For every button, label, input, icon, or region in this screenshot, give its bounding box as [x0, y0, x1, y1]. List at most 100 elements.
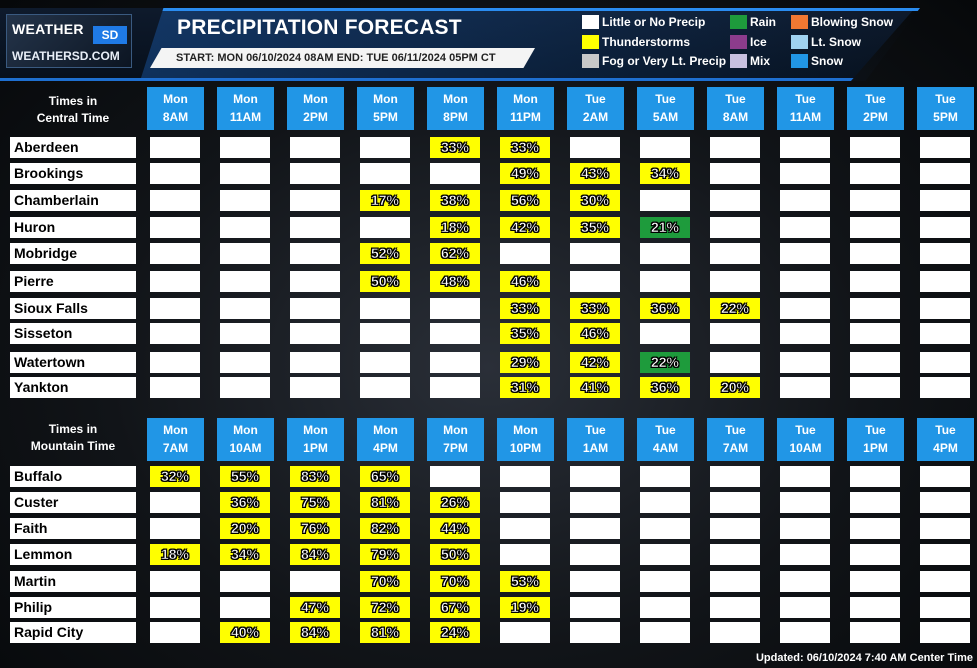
forecast-cell: 20%: [710, 377, 760, 398]
forecast-cell: [780, 466, 830, 487]
forecast-cell: 44%: [430, 518, 480, 539]
forecast-cell: 34%: [640, 163, 690, 184]
forecast-cell: [710, 163, 760, 184]
legend-item: Snow: [791, 53, 843, 69]
forecast-cell: [290, 298, 340, 319]
forecast-cell: [290, 271, 340, 292]
column-day: Mon: [163, 423, 188, 437]
legend-swatch: [730, 35, 747, 49]
legend-swatch: [582, 15, 599, 29]
forecast-cell: 32%: [150, 466, 200, 487]
forecast-cell: 22%: [710, 298, 760, 319]
legend-label: Lt. Snow: [811, 35, 861, 49]
location-label: Huron: [10, 217, 136, 238]
forecast-cell: [150, 243, 200, 264]
column-time: 7AM: [162, 441, 189, 455]
forecast-cell: [220, 377, 270, 398]
location-label: Custer: [10, 492, 136, 513]
forecast-cell: [500, 622, 550, 643]
location-label: Watertown: [10, 352, 136, 373]
forecast-cell: [780, 377, 830, 398]
location-label: Mobridge: [10, 243, 136, 264]
forecast-cell: [850, 190, 900, 211]
page-title: PRECIPITATION FORECAST: [177, 16, 462, 39]
forecast-cell: [780, 597, 830, 618]
column-header: Tue 5AM: [637, 87, 694, 130]
forecast-cell: 36%: [640, 298, 690, 319]
forecast-cell: [150, 163, 200, 184]
forecast-cell: [850, 377, 900, 398]
forecast-cell: [920, 271, 970, 292]
weathersd-logo[interactable]: WEATHER SD WEATHERSD.COM: [6, 14, 132, 68]
forecast-cell: [920, 323, 970, 344]
forecast-cell: 41%: [570, 377, 620, 398]
forecast-cell: [640, 271, 690, 292]
forecast-cell: [850, 163, 900, 184]
location-label: Aberdeen: [10, 137, 136, 158]
forecast-cell: [220, 217, 270, 238]
location-label: Lemmon: [10, 544, 136, 565]
forecast-cell: 75%: [290, 492, 340, 513]
column-time: 5AM: [652, 110, 679, 124]
header-accent: [140, 8, 920, 81]
forecast-cell: [360, 352, 410, 373]
column-day: Tue: [585, 92, 606, 106]
column-day: Mon: [163, 92, 188, 106]
forecast-cell: [150, 298, 200, 319]
forecast-cell: 40%: [220, 622, 270, 643]
forecast-cell: [710, 137, 760, 158]
legend-label: Mix: [750, 54, 771, 68]
forecast-cell: [220, 352, 270, 373]
forecast-cell: [710, 323, 760, 344]
column-time: 10PM: [509, 441, 542, 455]
central-corner-label: Times in Central Time: [6, 93, 140, 127]
forecast-cell: 46%: [570, 323, 620, 344]
column-header: Tue 4AM: [637, 418, 694, 461]
forecast-cell: [290, 163, 340, 184]
forecast-cell: 56%: [500, 190, 550, 211]
column-header: Tue 8AM: [707, 87, 764, 130]
forecast-cell: 65%: [360, 466, 410, 487]
column-header: Mon 11PM: [497, 87, 554, 130]
forecast-cell: 38%: [430, 190, 480, 211]
forecast-cell: [920, 137, 970, 158]
column-day: Mon: [513, 423, 538, 437]
forecast-cell: [920, 518, 970, 539]
column-time: 11AM: [789, 110, 822, 124]
column-time: 11AM: [229, 110, 262, 124]
forecast-cell: [500, 466, 550, 487]
forecast-cell: [150, 271, 200, 292]
forecast-cell: [570, 466, 620, 487]
forecast-cell: [920, 352, 970, 373]
legend-label: Little or No Precip: [602, 15, 706, 29]
column-header: Mon 8AM: [147, 87, 204, 130]
date-range-box: [150, 48, 535, 68]
forecast-cell: [850, 323, 900, 344]
forecast-cell: [780, 243, 830, 264]
corner-line-2: Central Time: [36, 111, 110, 125]
legend-item: Mix: [730, 53, 770, 69]
forecast-cell: [710, 190, 760, 211]
forecast-cell: [920, 217, 970, 238]
forecast-cell: 84%: [290, 622, 340, 643]
forecast-cell: [430, 466, 480, 487]
forecast-cell: 46%: [500, 271, 550, 292]
forecast-cell: [710, 571, 760, 592]
legend-item: Rain: [730, 14, 776, 30]
forecast-cell: [150, 492, 200, 513]
column-time: 10AM: [229, 441, 262, 455]
legend-item: Thunderstorms: [582, 34, 690, 50]
column-header: Tue 5PM: [917, 87, 974, 130]
forecast-cell: [570, 271, 620, 292]
forecast-cell: 35%: [570, 217, 620, 238]
column-header: Mon 7PM: [427, 418, 484, 461]
legend-item: Little or No Precip: [582, 14, 705, 30]
forecast-cell: [500, 518, 550, 539]
column-header: Tue 10AM: [777, 418, 834, 461]
corner-line-1: Times in: [48, 422, 98, 436]
forecast-cell: [850, 492, 900, 513]
forecast-cell: [640, 571, 690, 592]
forecast-cell: [920, 597, 970, 618]
column-header: Tue 1AM: [567, 418, 624, 461]
forecast-cell: 21%: [640, 217, 690, 238]
